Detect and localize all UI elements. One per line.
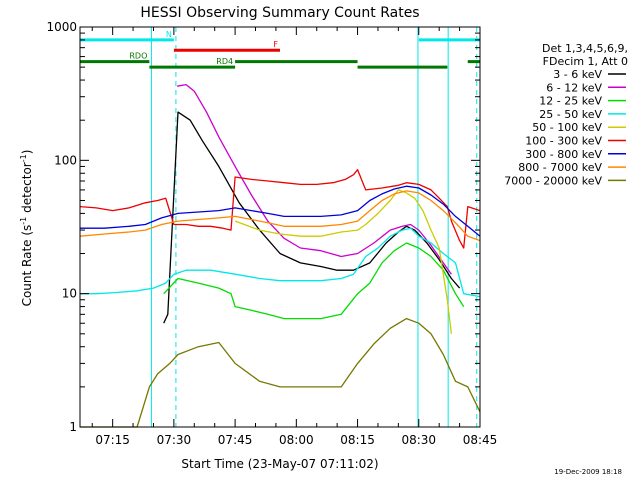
legend-label-0: 3 - 6 keV [553, 68, 602, 81]
segment-bar-label-0: N [166, 30, 172, 39]
y-tick-label-0: 1 [69, 420, 77, 434]
plot-frame [79, 26, 481, 428]
legend-label-2: 12 - 25 keV [539, 95, 602, 108]
x-tick-label-0: 07:15 [95, 433, 130, 447]
legend-label-6: 300 - 800 keV [525, 148, 602, 161]
y-tick-label-1: 10 [62, 287, 77, 301]
y-tick-label-2: 100 [54, 153, 77, 167]
y-tick-label-3: 1000 [46, 20, 77, 34]
legend: Det 1,3,4,5,6,9,FDecim 1, Att 03 - 6 keV… [504, 42, 628, 187]
series-line-6 [80, 185, 481, 237]
legend-header-1: FDecim 1, Att 0 [543, 55, 628, 68]
series-line-0 [163, 111, 461, 324]
x-tick-label-3: 08:00 [279, 433, 314, 447]
legend-label-8: 7000 - 20000 keV [504, 174, 602, 187]
y-axis-label-end: ) [20, 150, 34, 155]
series-line-7 [79, 190, 481, 242]
x-tick-label-6: 08:45 [463, 433, 498, 447]
y-axis-label: Count Rate (s-1 detector-1) [19, 150, 34, 307]
legend-label-3: 25 - 50 keV [539, 108, 602, 121]
legend-header-0: Det 1,3,4,5,6,9, [542, 42, 628, 55]
y-axis-label-sup2: -1 [19, 154, 28, 162]
y-axis-label-mid: detector [20, 162, 34, 217]
y-axis-label-sup1: -1 [19, 217, 28, 225]
series-line-3 [80, 227, 481, 298]
x-tick-label-1: 07:30 [157, 433, 192, 447]
x-tick-label-5: 08:30 [401, 433, 436, 447]
legend-label-7: 800 - 7000 keV [518, 161, 602, 174]
axes: 07:15 07:30 07:45 08:00 08:15 08:30 08:45 1 10 10… [46, 20, 497, 447]
series-line-8 [80, 317, 481, 428]
legend-label-1: 6 - 12 keV [546, 81, 602, 94]
segment-bars: N F RDO RD4 [80, 30, 480, 69]
series-lines [79, 83, 481, 428]
segment-bar-label-2: RDO [129, 52, 147, 61]
series-line-1 [176, 83, 452, 275]
x-tick-label-2: 07:45 [218, 433, 253, 447]
y-axis-label-main: Count Rate (s [20, 225, 34, 307]
x-axis-label: Start Time (23-May-07 07:11:02) [181, 457, 378, 471]
footer-stamp: 19-Dec-2009 18:18 [554, 468, 622, 476]
chart-title: HESSI Observing Summary Count Rates [140, 5, 419, 21]
series-line-2 [163, 242, 465, 320]
segment-bar-label-3: RD4 [216, 57, 233, 66]
series-line-4 [234, 189, 453, 334]
legend-label-5: 100 - 300 keV [525, 135, 602, 148]
legend-label-4: 50 - 100 keV [532, 121, 602, 134]
x-tick-label-4: 08:15 [340, 433, 375, 447]
segment-bar-label-1: F [273, 40, 278, 49]
vertical-markers [150, 27, 478, 427]
series-line-5 [79, 169, 481, 249]
